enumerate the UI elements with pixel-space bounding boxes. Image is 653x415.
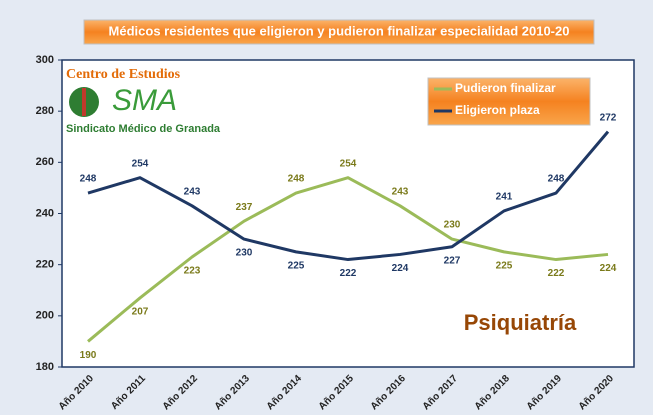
data-label: 241 (496, 192, 513, 203)
y-tick-label: 180 (36, 361, 54, 373)
data-label: 207 (132, 307, 149, 318)
legend-label: Pudieron finalizar (455, 81, 556, 95)
data-label: 248 (548, 174, 565, 185)
logo-heading: Centro de Estudios (66, 67, 181, 82)
data-label: 237 (236, 202, 253, 213)
data-label: 222 (340, 268, 357, 279)
data-label: 254 (132, 158, 149, 169)
data-label: 222 (548, 268, 565, 279)
data-label: 225 (288, 261, 305, 272)
data-label: 224 (392, 263, 409, 274)
legend (427, 77, 591, 126)
legend-label: Eligieron plaza (455, 103, 540, 117)
series-line (87, 130, 610, 262)
data-label: 243 (392, 186, 409, 197)
data-label: 224 (600, 263, 617, 274)
title-box (83, 19, 595, 45)
y-tick-label: 220 (36, 259, 54, 271)
data-label: 230 (444, 220, 461, 231)
chart-title: Médicos residentes que eligieron y pudie… (109, 23, 570, 38)
data-label: 248 (288, 174, 305, 185)
y-tick-label: 280 (36, 105, 54, 117)
data-label: 243 (184, 186, 201, 197)
series-line (87, 176, 609, 343)
logo-emblem-staff (82, 88, 86, 116)
logo-caption: Sindicato Médico de Granada (66, 123, 221, 135)
y-tick-label: 260 (36, 156, 54, 168)
data-label: 254 (340, 158, 357, 169)
logo-acronym: SMA (112, 84, 177, 117)
y-tick-label: 300 (36, 54, 54, 66)
y-tick-label: 240 (36, 207, 54, 219)
data-label: 227 (444, 255, 461, 266)
data-label: 272 (600, 112, 617, 123)
data-label: 230 (236, 248, 253, 259)
data-label: 223 (184, 266, 201, 277)
data-label: 225 (496, 261, 513, 272)
data-label: 190 (80, 350, 97, 361)
y-tick-label: 200 (36, 310, 54, 322)
data-label: 248 (80, 174, 97, 185)
annotation: Psiquiatría (464, 310, 577, 335)
